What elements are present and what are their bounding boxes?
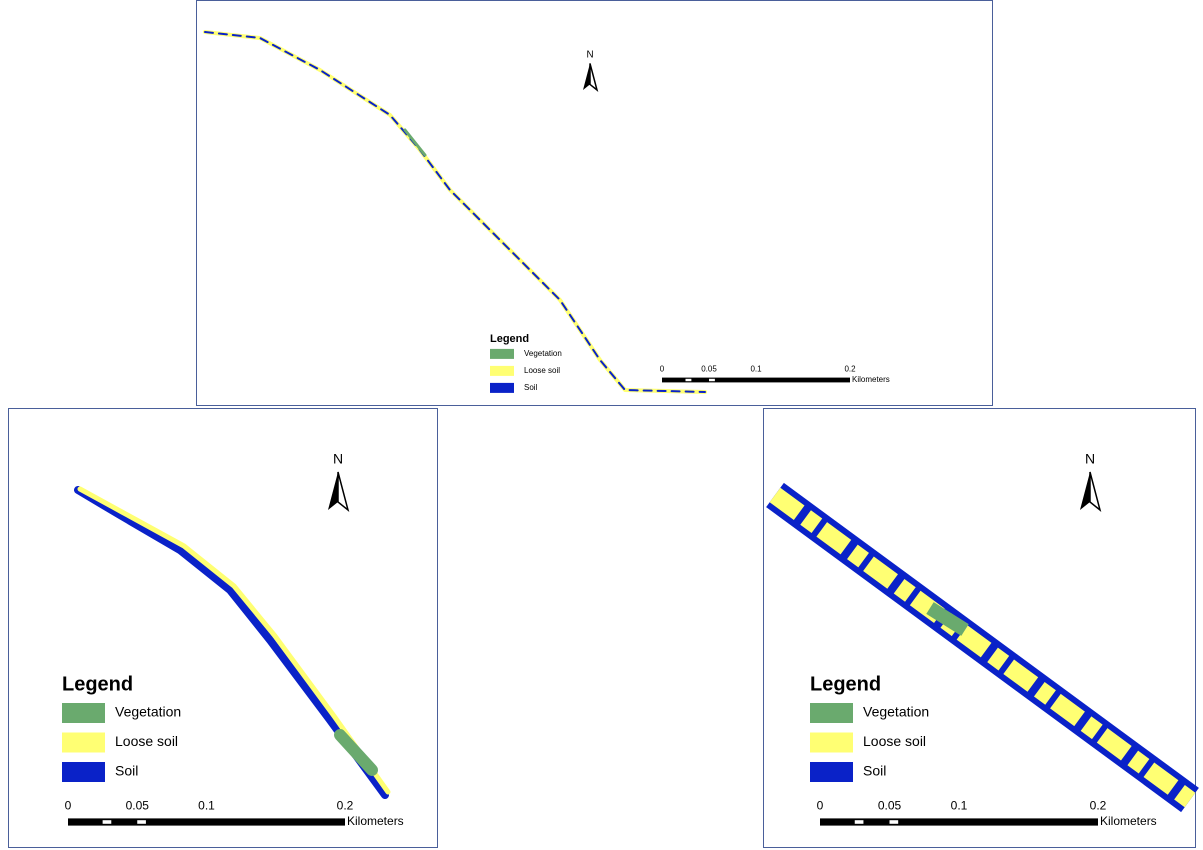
legend-label: Loose soil	[115, 733, 178, 749]
legend-label: Vegetation	[863, 704, 929, 720]
legend-swatch	[62, 762, 105, 782]
scale-unit: Kilometers	[347, 814, 404, 828]
strip	[203, 30, 707, 394]
scale-segment	[137, 820, 146, 824]
scale-unit: Kilometers	[1100, 814, 1157, 828]
strip	[766, 482, 1199, 813]
legend-label: Vegetation	[524, 349, 562, 358]
legend-swatch	[490, 382, 514, 393]
north-arrow	[328, 472, 338, 510]
scale-segment	[709, 378, 715, 382]
legend-swatch	[490, 365, 514, 376]
panel-frame	[196, 0, 993, 406]
scale-unit: Kilometers	[852, 375, 890, 384]
legend-label: Loose soil	[524, 366, 560, 375]
scale-label: 0.05	[126, 799, 150, 813]
scale-label: 0	[660, 365, 665, 374]
scale-label: 0.2	[337, 799, 354, 813]
scale-bar	[662, 377, 850, 383]
scale-label: 0.1	[951, 799, 968, 813]
scale-segment	[854, 820, 864, 824]
scale-label: 0.05	[701, 365, 717, 374]
legend-swatch	[810, 762, 853, 782]
legend-title: Legend	[810, 673, 881, 695]
legend-swatch	[810, 703, 853, 723]
legend-title: Legend	[490, 333, 529, 345]
legend-label: Vegetation	[115, 704, 181, 720]
strip	[74, 486, 391, 799]
scale-bar	[68, 818, 345, 826]
legend-swatch	[62, 703, 105, 723]
legend-swatch	[62, 732, 105, 753]
scale-bar	[820, 818, 1098, 826]
scale-segment	[889, 820, 899, 824]
legend-label: Loose soil	[863, 733, 926, 749]
scale-label: 0.2	[844, 365, 856, 374]
legend-label: Soil	[524, 383, 538, 392]
north-arrow	[337, 471, 350, 513]
north-arrow	[589, 63, 599, 93]
scale-label: 0.05	[878, 799, 902, 813]
legend-label: Soil	[115, 763, 138, 779]
legend-swatch	[810, 732, 853, 753]
north-label: N	[1085, 451, 1095, 467]
north-arrow	[1080, 472, 1090, 510]
scale-label: 0.1	[198, 799, 215, 813]
scale-label: 0.1	[750, 365, 762, 374]
scale-label: 0	[817, 799, 824, 813]
legend-title: Legend	[62, 673, 133, 695]
north-label: N	[333, 451, 343, 467]
scale-segment	[102, 820, 112, 824]
legend-swatch	[490, 348, 514, 359]
north-label: N	[586, 50, 593, 61]
north-arrow	[1089, 471, 1102, 513]
scale-label: 0	[65, 799, 72, 813]
legend-label: Soil	[863, 763, 886, 779]
scale-label: 0.2	[1090, 799, 1107, 813]
north-arrow	[583, 63, 590, 90]
scale-segment	[685, 378, 692, 382]
